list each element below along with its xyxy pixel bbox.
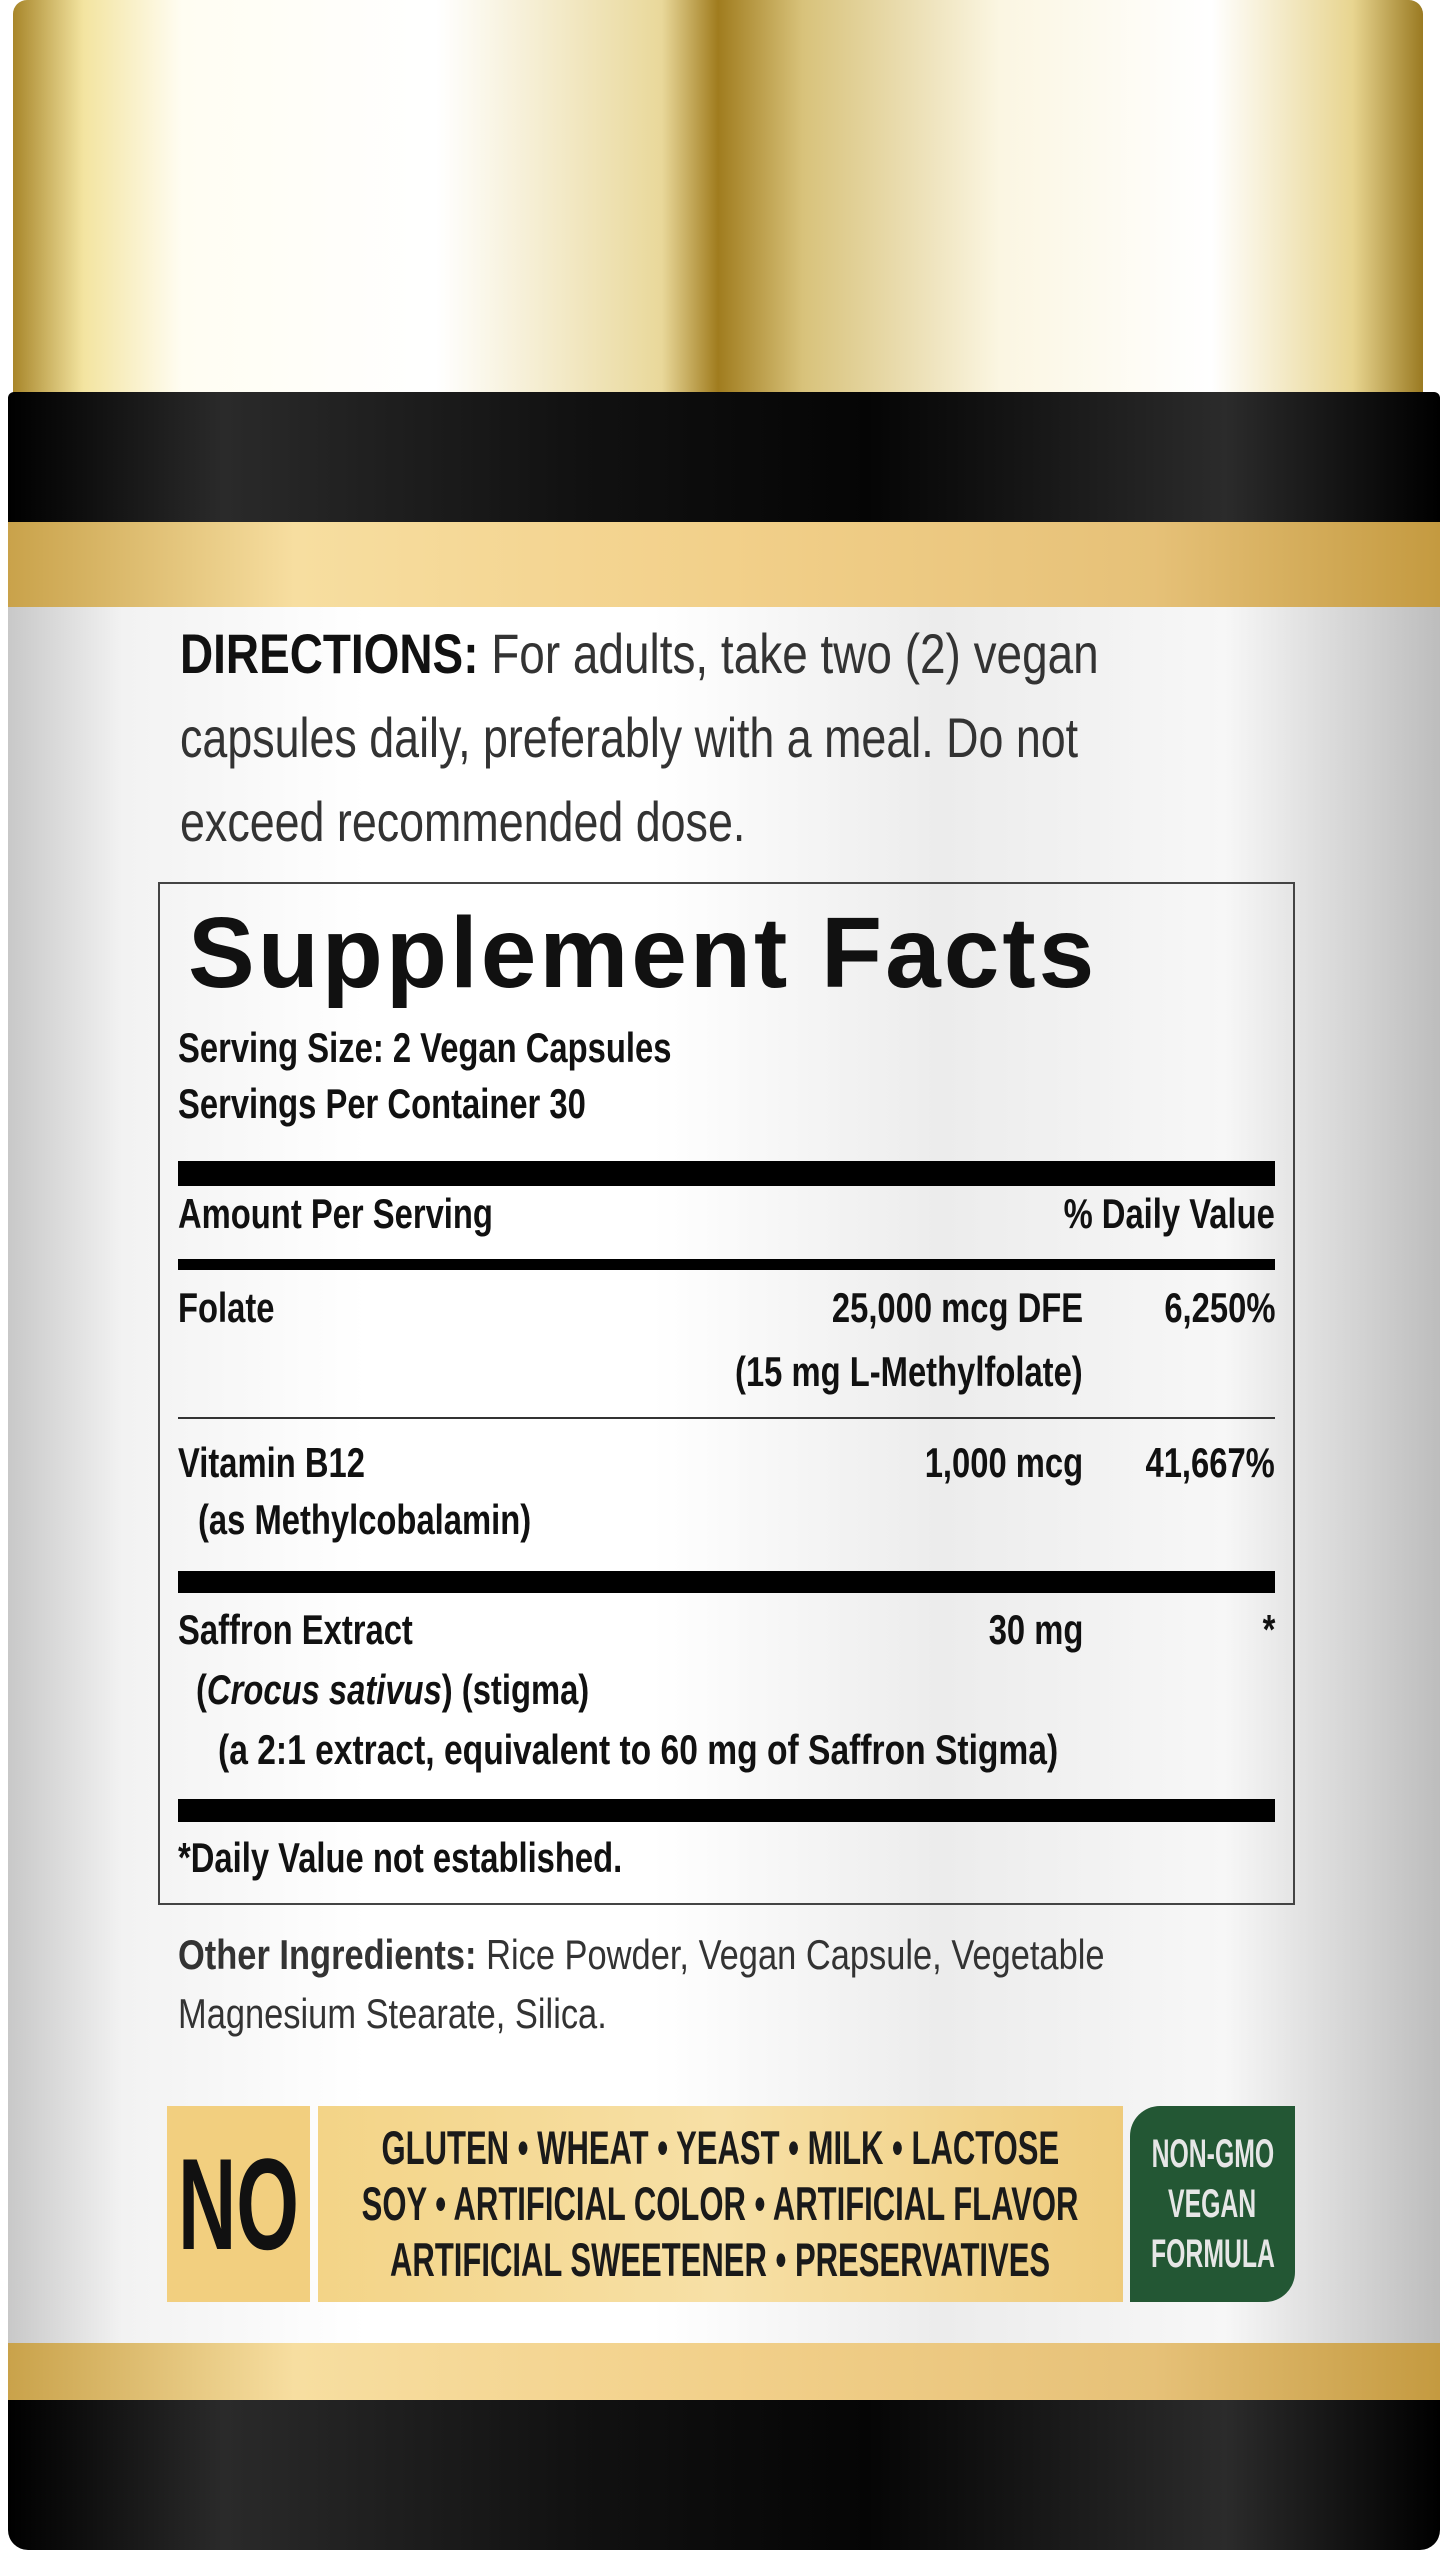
product-label <box>8 607 1440 2343</box>
plant-part: ) (stigma) <box>441 1666 590 1713</box>
directions-line: exceed recommended dose. <box>180 790 746 853</box>
extract-note: (a 2:1 extract, equivalent to 60 mg of S… <box>218 1726 1059 1773</box>
botanical-name: Crocus sativus <box>206 1666 442 1713</box>
nutrient-amount: 25,000 mcg DFE <box>831 1284 1083 1331</box>
divider-thick <box>178 1161 1275 1186</box>
facts-title: Supplement Facts <box>188 897 1098 1009</box>
nutrient-name: Vitamin B12 <box>178 1439 365 1486</box>
free-from-line: SOY • ARTIFICIAL COLOR • ARTIFICIAL FLAV… <box>362 2177 1079 2230</box>
no-text: NO <box>178 2131 299 2277</box>
servings-per-container: Servings Per Container 30 <box>178 1080 586 1127</box>
serving-size: Serving Size: 2 Vegan Capsules <box>178 1024 672 1071</box>
other-ingredients: Other Ingredients: Rice Powder, Vegan Ca… <box>178 1925 1448 2043</box>
directions-line: For adults, take two (2) vegan <box>491 622 1099 685</box>
amount-header: Amount Per Serving <box>178 1190 493 1237</box>
divider-thick <box>178 1571 1275 1593</box>
nutrient-dv: 6,250% <box>1163 1284 1275 1331</box>
directions-label: DIRECTIONS: <box>180 622 479 685</box>
nutrient-amount: 30 mg <box>988 1606 1083 1653</box>
dv-header: % Daily Value <box>1063 1190 1275 1237</box>
nutrient-dv: 41,667% <box>1145 1439 1275 1486</box>
directions-line: capsules daily, preferably with a meal. … <box>180 706 1079 769</box>
nutrient-dv: * <box>1262 1606 1275 1653</box>
no-badge: NO <box>167 2106 310 2302</box>
free-from-line: ARTIFICIAL SWEETENER • PRESERVATIVES <box>390 2233 1051 2286</box>
directions: DIRECTIONS: For adults, take two (2) veg… <box>180 612 1448 864</box>
badge-line: FORMULA <box>1150 2232 1275 2276</box>
paren: ( <box>196 1666 207 1713</box>
label-gold-stripe-bottom <box>8 2343 1440 2400</box>
non-gmo-vegan-badge: NON-GMO VEGAN FORMULA <box>1130 2106 1295 2302</box>
nutrient-amount: 1,000 mcg <box>924 1439 1083 1486</box>
nutrient-name: Saffron Extract <box>178 1606 413 1653</box>
other-ingredients-text: Magnesium Stearate, Silica. <box>178 1990 607 2037</box>
supplement-facts-panel: Supplement Facts Serving Size: 2 Vegan C… <box>158 882 1295 1905</box>
bottle-base <box>8 2400 1440 2550</box>
divider-medium <box>178 1259 1275 1270</box>
other-ingredients-label: Other Ingredients: <box>178 1931 477 1978</box>
divider-thick <box>178 1799 1275 1822</box>
daily-value-footnote: *Daily Value not established. <box>178 1834 623 1881</box>
badge-line: VEGAN <box>1168 2182 1257 2226</box>
nutrient-form: (15 mg L-Methylfolate) <box>735 1348 1083 1395</box>
nutrient-name: Folate <box>178 1284 275 1331</box>
divider-thin <box>178 1417 1275 1419</box>
label-gold-stripe-top <box>8 522 1440 612</box>
badge-line: NON-GMO <box>1151 2132 1274 2176</box>
other-ingredients-text: Rice Powder, Vegan Capsule, Vegetable <box>486 1931 1105 1978</box>
free-from-list: GLUTEN • WHEAT • YEAST • MILK • LACTOSE … <box>318 2106 1123 2302</box>
nutrient-form: (as Methylcobalamin) <box>198 1496 532 1543</box>
free-from-line: GLUTEN • WHEAT • YEAST • MILK • LACTOSE <box>381 2121 1060 2174</box>
bottle-cap <box>13 0 1423 416</box>
